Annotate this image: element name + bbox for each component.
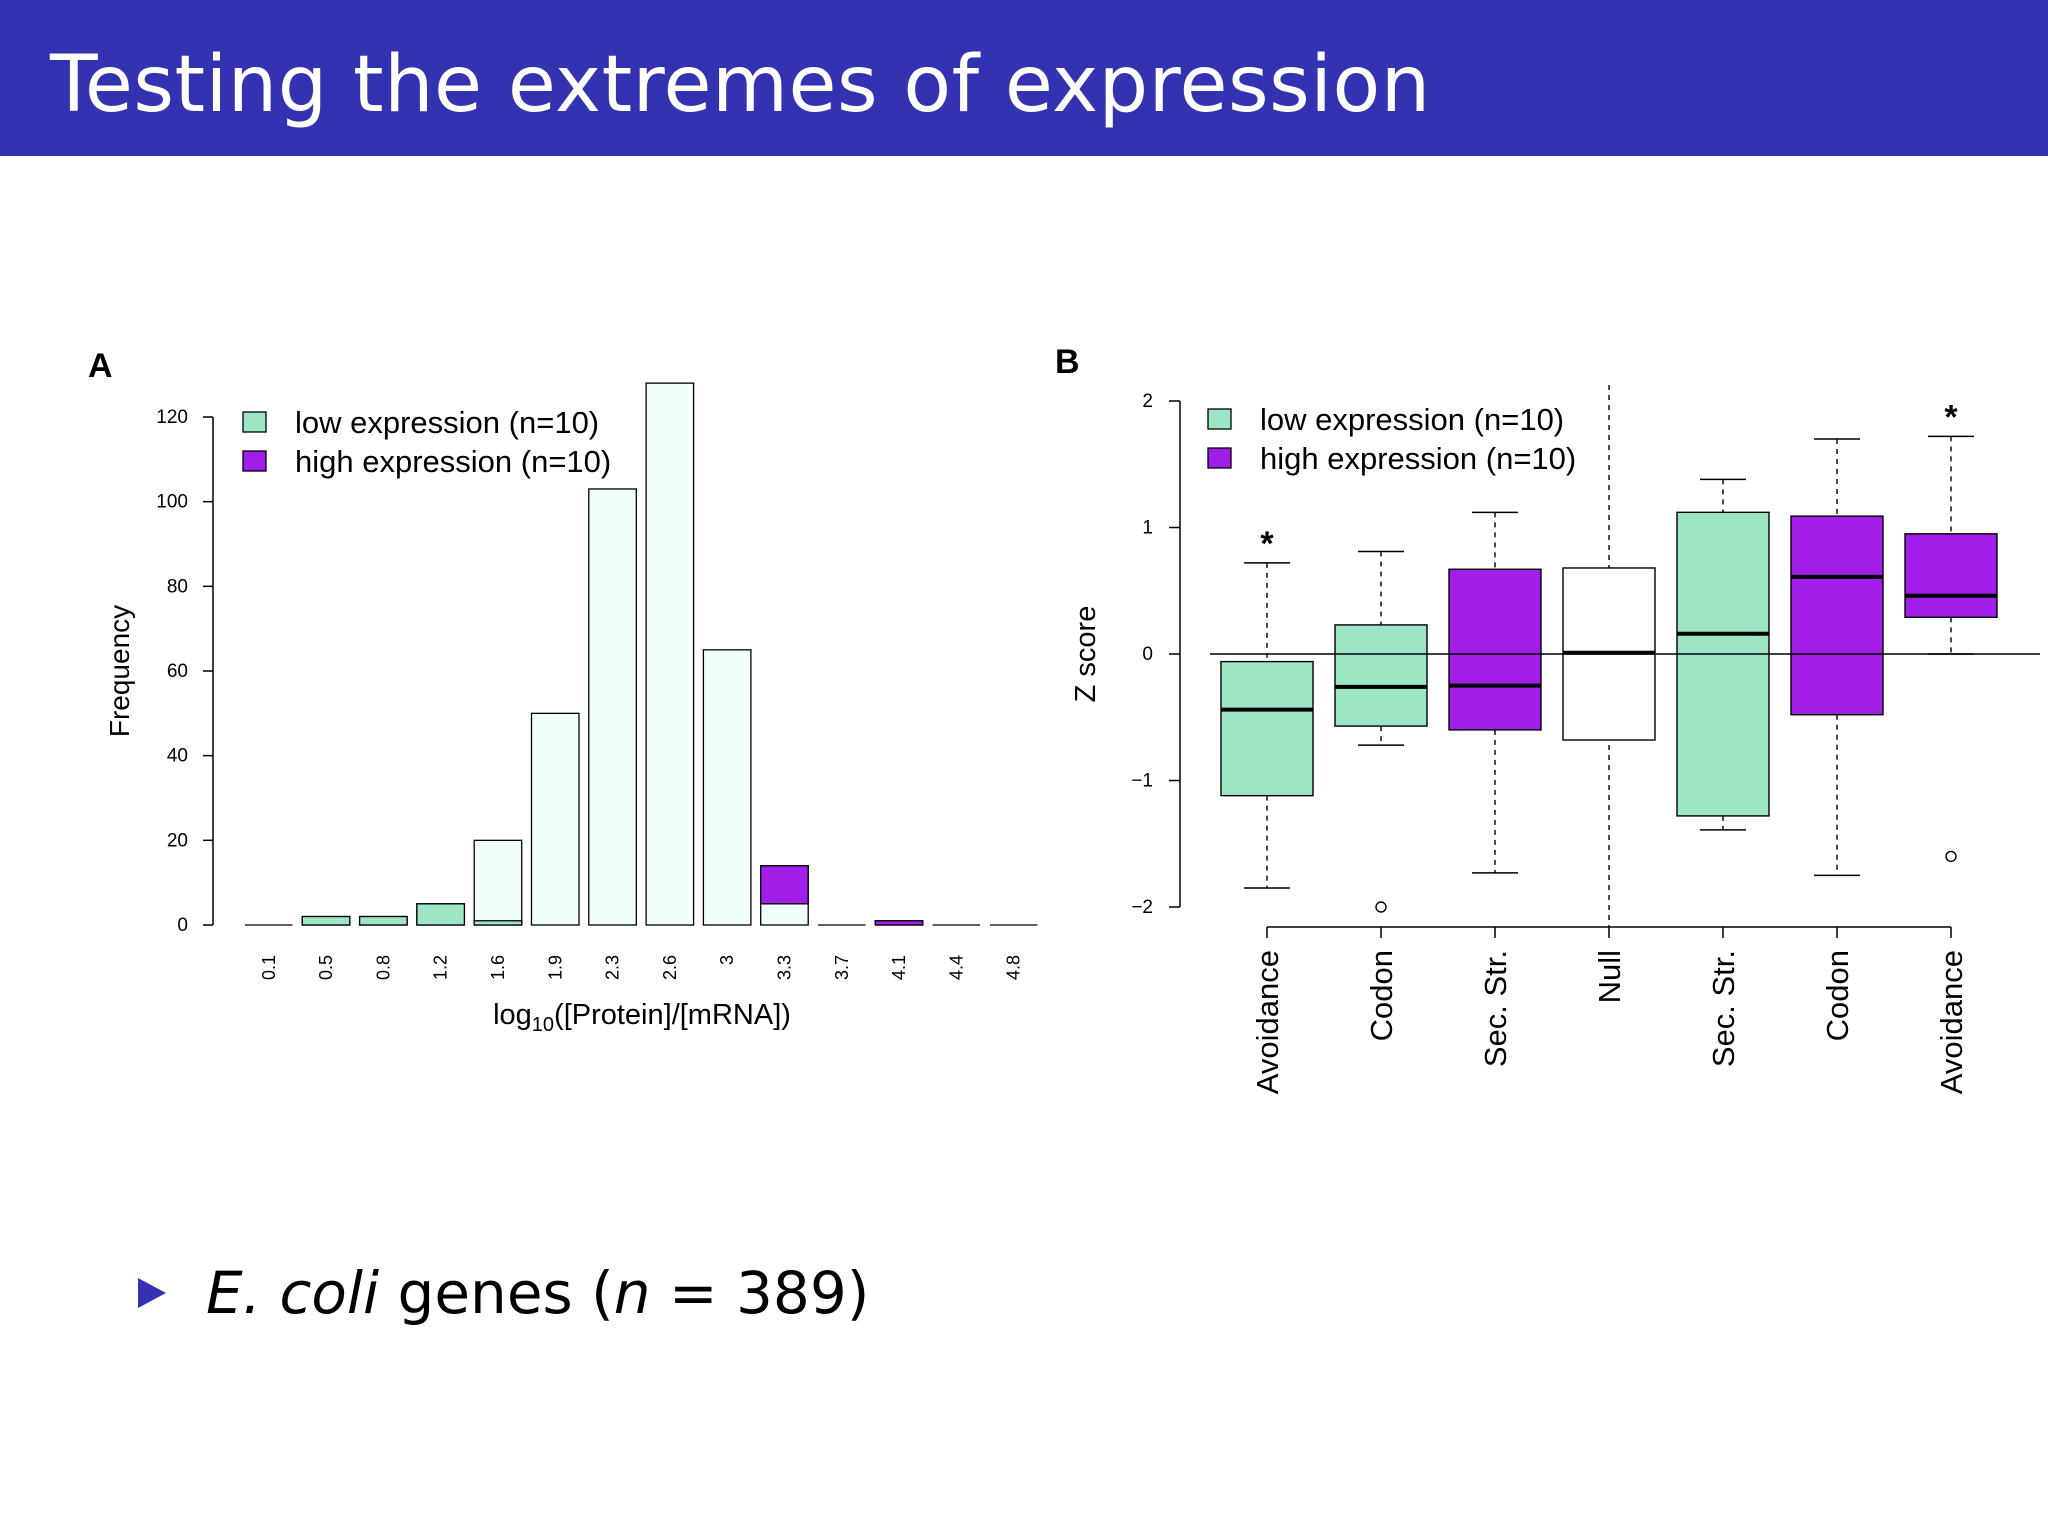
- histogram-panel: A 0 20 40 60 80 100 120 Frequency 0.1 0.5 0.8 1.2 1.6…: [88, 347, 1038, 1036]
- x-tick-label: Avoidance: [1934, 950, 1969, 1094]
- x-tick-label: 1.9: [545, 955, 565, 980]
- x-tick-label: 4.1: [889, 955, 909, 980]
- x-tick-label: Sec. Str.: [1478, 950, 1513, 1067]
- high-expression-bar: [874, 920, 924, 926]
- x-tick-label: 4.4: [946, 955, 966, 980]
- y-tick-label: 60: [167, 661, 188, 682]
- histogram-bar: [702, 649, 752, 926]
- n-symbol: n: [613, 1259, 651, 1327]
- y-tick-label: −1: [1131, 771, 1153, 792]
- boxplot-panel: B −2 −1 0 1 2 Z score * Avoidance Codon Sec. Str. N…: [1055, 343, 2040, 1094]
- slide-title: Testing the extremes of expression: [50, 40, 1431, 130]
- x-tick-label: 4.8: [1004, 955, 1024, 980]
- significance-marker: *: [1944, 398, 1958, 436]
- histogram-bar: [473, 839, 523, 926]
- species-name: E. coli: [206, 1259, 380, 1327]
- significance-marker: *: [1260, 525, 1274, 563]
- x-tick-label: Null: [1592, 950, 1627, 1003]
- x-tick-label: 2.3: [603, 955, 623, 980]
- y-tick-label: 120: [156, 407, 188, 428]
- x-axis-title-log: log: [493, 999, 532, 1031]
- low-expression-bar: [301, 915, 351, 926]
- x-axis-title-subscript: 10: [532, 1014, 554, 1036]
- box: [1790, 515, 1884, 716]
- x-tick-label: 3.7: [832, 955, 852, 980]
- legend-label-high: high expression (n=10): [295, 444, 611, 479]
- x-axis-title-rest: ([Protein]/[mRNA]): [554, 999, 791, 1031]
- x-tick-label: 0.8: [373, 955, 393, 980]
- box: [1676, 511, 1770, 817]
- bullet-text: E. coli genes (n = 389): [206, 1259, 869, 1327]
- slide-header: Testing the extremes of expression: [0, 0, 2048, 156]
- outlier-point: [1375, 901, 1387, 913]
- bullet-item: E. coli genes (n = 389): [138, 1258, 869, 1328]
- box: [1448, 568, 1542, 731]
- y-tick-label: −2: [1131, 897, 1153, 918]
- y-tick-label: 20: [167, 830, 188, 851]
- x-tick-label: 0.1: [259, 955, 279, 980]
- histogram-bar: [530, 712, 580, 926]
- legend-swatch-low: [242, 411, 267, 433]
- low-expression-bar: [473, 920, 523, 926]
- triangle-bullet-icon: [138, 1278, 166, 1308]
- y-tick-label: 1: [1142, 518, 1153, 539]
- panel-label-a: A: [88, 347, 113, 385]
- low-expression-bar: [358, 915, 408, 926]
- box: [1334, 624, 1428, 727]
- legend-swatch-high: [1207, 447, 1232, 469]
- panel-label-b: B: [1055, 343, 1080, 381]
- y-tick-label: 40: [167, 746, 188, 767]
- x-tick-label: Avoidance: [1250, 950, 1285, 1094]
- legend-swatch-low: [1207, 408, 1232, 430]
- high-expression-bar: [760, 865, 809, 905]
- x-tick-label: Codon: [1820, 950, 1855, 1041]
- box: [1904, 533, 1998, 619]
- x-tick-label: Sec. Str.: [1706, 950, 1741, 1067]
- legend-label-low: low expression (n=10): [295, 405, 599, 440]
- bullet-count: = 389): [650, 1259, 870, 1327]
- x-tick-label: 1.6: [488, 955, 508, 980]
- x-tick-label: 1.2: [431, 955, 451, 980]
- x-tick-label: 3: [717, 955, 737, 965]
- bullet-genes: genes (: [379, 1259, 614, 1327]
- legend-label-low: low expression (n=10): [1260, 402, 1564, 437]
- low-expression-bar: [416, 903, 466, 926]
- outlier-point: [1945, 850, 1957, 863]
- y-axis-title: Frequency: [104, 605, 135, 737]
- y-tick-label: 0: [1142, 644, 1153, 665]
- y-tick-label: 2: [1142, 391, 1153, 412]
- histogram-bar: [645, 382, 695, 926]
- y-tick-label: 0: [177, 915, 188, 936]
- x-axis-title: log10([Protein]/[mRNA]): [493, 999, 791, 1036]
- y-tick-label: 80: [167, 576, 188, 597]
- box: [1220, 660, 1314, 797]
- x-tick-label: Codon: [1364, 950, 1399, 1041]
- x-tick-label: 3.3: [774, 955, 794, 980]
- legend-swatch-high: [242, 450, 267, 472]
- histogram-bar: [588, 488, 637, 926]
- y-tick-label: 100: [156, 492, 188, 513]
- x-tick-label: 2.6: [660, 955, 680, 980]
- y-axis-title: Z score: [1070, 606, 1102, 703]
- legend-label-high: high expression (n=10): [1260, 441, 1576, 476]
- x-tick-label: 0.5: [316, 955, 336, 980]
